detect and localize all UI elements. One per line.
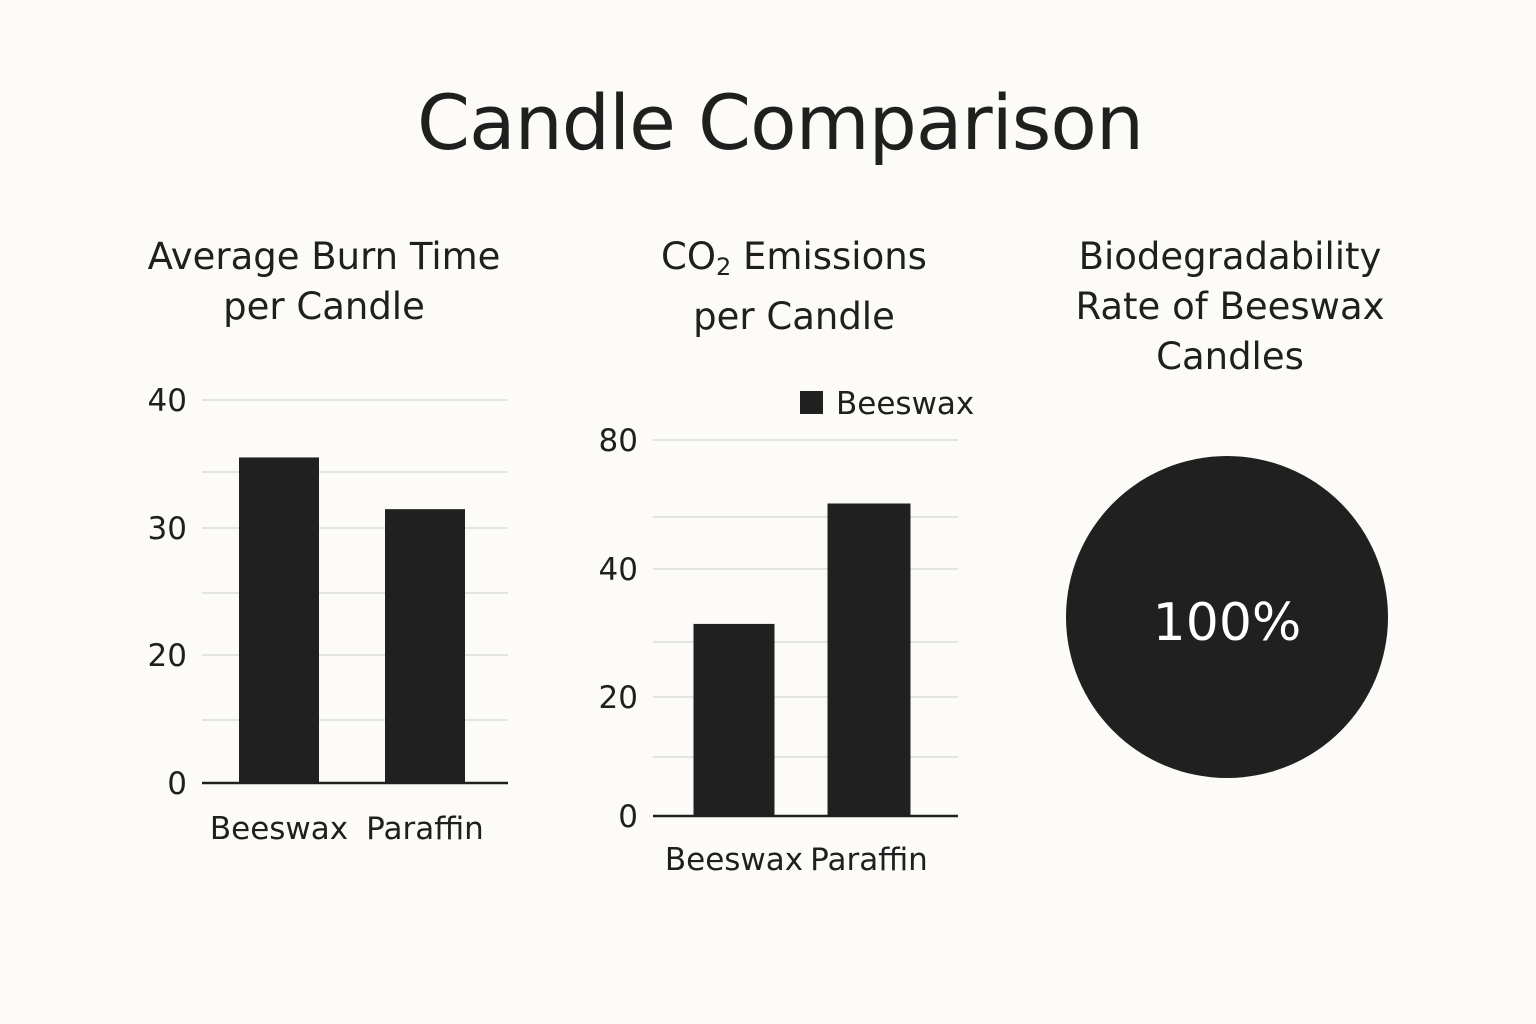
burn-bar-paraffin xyxy=(385,509,465,783)
co2-title-line1: CO2 Emissions xyxy=(594,232,994,292)
bio-title-line2: Rate of Beeswax xyxy=(1075,285,1385,328)
co2-title-sub: 2 xyxy=(716,253,732,281)
co2-tick-label: 20 xyxy=(599,680,638,716)
bio-title-line3: Candles xyxy=(1156,335,1304,378)
co2-tick-label: 40 xyxy=(599,552,638,588)
co2-bar-beeswax xyxy=(693,623,775,816)
burn-tick-label: 20 xyxy=(148,638,187,674)
co2-category-label: Beeswax xyxy=(665,842,803,878)
burn-category-label: Beeswax xyxy=(210,811,348,847)
burn-time-title-line1: Average Burn Time xyxy=(147,235,501,278)
burn-time-title-line2: per Candle xyxy=(223,285,425,328)
co2-tick-label: 80 xyxy=(599,423,638,459)
burn-time-chart-title: Average Burn Time per Candle xyxy=(124,232,524,332)
burn-tick-label: 30 xyxy=(148,511,187,547)
burn-category-label: Paraffin xyxy=(366,811,484,847)
biodegradability-chart-title: Biodegradability Rate of Beeswax Candles xyxy=(1030,232,1430,382)
burn-tick-label: 0 xyxy=(167,766,187,802)
co2-title-line2: per Candle xyxy=(693,295,895,338)
co2-bar-paraffin xyxy=(827,503,911,816)
bio-title-line1: Biodegradability xyxy=(1078,235,1382,278)
burn-bar-beeswax xyxy=(239,457,319,783)
page-title: Candle Comparison xyxy=(416,78,1144,167)
co2-title-post: Emissions xyxy=(731,235,927,278)
co2-title-pre: CO xyxy=(661,235,716,278)
biodegradability-pie-slice xyxy=(1066,456,1388,778)
co2-tick-label: 0 xyxy=(618,799,638,835)
co2-legend-swatch xyxy=(800,391,823,414)
co2-chart-title: CO2 Emissions per Candle xyxy=(594,232,994,342)
burn-tick-label: 40 xyxy=(148,383,187,419)
co2-category-label: Paraffin xyxy=(810,842,928,878)
biodegradability-pie-label: 100% xyxy=(1153,593,1302,653)
co2-legend-label: Beeswax xyxy=(836,386,974,422)
